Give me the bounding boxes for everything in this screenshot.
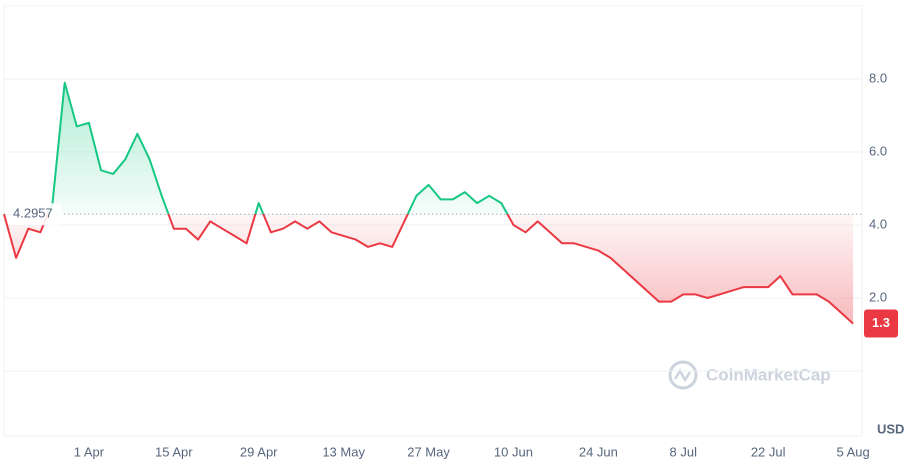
x-tick-label: 1 Apr bbox=[74, 444, 105, 459]
x-tick-label: 8 Jul bbox=[670, 444, 698, 459]
current-price-box bbox=[864, 309, 898, 338]
x-tick-label: 5 Aug bbox=[836, 444, 869, 459]
baseline-label-box bbox=[8, 203, 62, 226]
x-tick-label: 13 May bbox=[322, 444, 365, 459]
x-tick-label: 27 May bbox=[407, 444, 450, 459]
x-tick-label: 10 Jun bbox=[494, 444, 533, 459]
x-tick-label: 22 Jul bbox=[751, 444, 786, 459]
current-price-label: 1.3 bbox=[872, 315, 890, 330]
price-line bbox=[3, 81, 854, 325]
price-area bbox=[4, 82, 854, 324]
y-tick-label: 2.0 bbox=[869, 289, 887, 304]
currency-label: USD bbox=[877, 421, 904, 436]
baseline-label: 4.2957 bbox=[13, 206, 53, 221]
x-tick-label: 24 Jun bbox=[579, 444, 618, 459]
plot-frame bbox=[3, 5, 863, 437]
y-tick-label: 6.0 bbox=[869, 143, 887, 158]
watermark: CoinMarketCap bbox=[668, 360, 831, 390]
y-tick-label: 4.0 bbox=[869, 216, 887, 231]
y-tick-label: 8.0 bbox=[869, 70, 887, 85]
x-tick-label: 29 Apr bbox=[240, 444, 278, 459]
watermark-text: CoinMarketCap bbox=[706, 365, 831, 384]
x-tick-label: 15 Apr bbox=[155, 444, 193, 459]
